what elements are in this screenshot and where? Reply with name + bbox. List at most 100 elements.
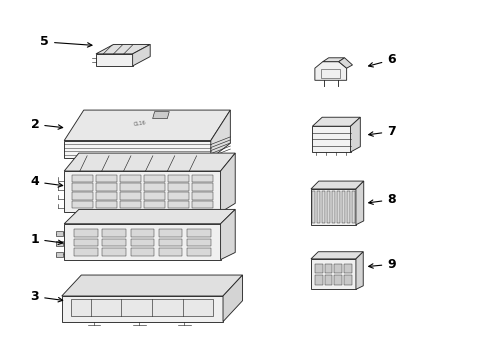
Polygon shape <box>102 239 126 246</box>
Polygon shape <box>159 239 182 246</box>
Polygon shape <box>168 175 189 182</box>
Polygon shape <box>311 181 364 189</box>
Polygon shape <box>192 175 213 182</box>
Polygon shape <box>64 224 220 260</box>
Polygon shape <box>96 201 117 208</box>
Circle shape <box>75 310 81 314</box>
Polygon shape <box>324 275 332 284</box>
Polygon shape <box>337 191 340 223</box>
Polygon shape <box>356 252 363 289</box>
Polygon shape <box>344 275 352 284</box>
Polygon shape <box>311 189 356 225</box>
Polygon shape <box>120 175 141 182</box>
Polygon shape <box>72 201 93 208</box>
Polygon shape <box>344 264 352 273</box>
Polygon shape <box>335 275 343 284</box>
Polygon shape <box>144 192 165 199</box>
Polygon shape <box>187 248 211 256</box>
Polygon shape <box>346 191 350 223</box>
Polygon shape <box>56 241 63 246</box>
Polygon shape <box>120 201 141 208</box>
Text: 6: 6 <box>368 53 396 67</box>
Text: 1: 1 <box>30 233 63 246</box>
Polygon shape <box>315 275 322 284</box>
Polygon shape <box>187 229 211 237</box>
Polygon shape <box>72 299 213 316</box>
Polygon shape <box>56 230 63 235</box>
Polygon shape <box>102 248 126 256</box>
Polygon shape <box>96 183 117 191</box>
Polygon shape <box>120 183 141 191</box>
Polygon shape <box>211 110 230 158</box>
Polygon shape <box>62 275 243 296</box>
Polygon shape <box>332 191 335 223</box>
Text: 2: 2 <box>30 118 63 131</box>
Polygon shape <box>315 264 322 273</box>
Polygon shape <box>102 229 126 237</box>
Polygon shape <box>120 192 141 199</box>
Polygon shape <box>130 229 154 237</box>
Text: 4: 4 <box>30 175 63 188</box>
Polygon shape <box>96 54 133 66</box>
Polygon shape <box>72 183 93 191</box>
Polygon shape <box>192 192 213 199</box>
Polygon shape <box>312 191 315 223</box>
Circle shape <box>201 298 207 303</box>
Polygon shape <box>311 259 356 289</box>
Polygon shape <box>339 58 352 68</box>
Circle shape <box>75 298 81 303</box>
Polygon shape <box>220 153 235 212</box>
Text: 9: 9 <box>368 258 396 271</box>
Polygon shape <box>72 175 93 182</box>
Polygon shape <box>130 239 154 246</box>
Polygon shape <box>315 62 346 80</box>
Text: 7: 7 <box>368 125 396 138</box>
Polygon shape <box>350 117 360 152</box>
Polygon shape <box>317 191 320 223</box>
Polygon shape <box>335 264 343 273</box>
Polygon shape <box>168 201 189 208</box>
Polygon shape <box>168 192 189 199</box>
Polygon shape <box>153 112 169 118</box>
Polygon shape <box>144 183 165 191</box>
Polygon shape <box>56 252 63 257</box>
Polygon shape <box>352 191 355 223</box>
Polygon shape <box>220 210 235 260</box>
Text: 3: 3 <box>30 290 63 303</box>
Polygon shape <box>223 275 243 321</box>
Polygon shape <box>64 140 211 158</box>
Polygon shape <box>74 239 98 246</box>
Polygon shape <box>133 44 150 66</box>
Polygon shape <box>159 229 182 237</box>
Polygon shape <box>313 126 350 152</box>
Polygon shape <box>342 191 345 223</box>
Polygon shape <box>74 248 98 256</box>
Polygon shape <box>187 239 211 246</box>
Polygon shape <box>311 252 363 259</box>
Polygon shape <box>168 183 189 191</box>
Polygon shape <box>144 201 165 208</box>
Text: 8: 8 <box>368 193 396 206</box>
Polygon shape <box>327 191 330 223</box>
Polygon shape <box>323 58 344 62</box>
Polygon shape <box>96 175 117 182</box>
Text: OL16: OL16 <box>133 121 147 127</box>
Polygon shape <box>64 171 220 212</box>
Polygon shape <box>62 296 223 321</box>
Polygon shape <box>324 264 332 273</box>
Polygon shape <box>144 175 165 182</box>
Text: 5: 5 <box>40 35 92 49</box>
Polygon shape <box>64 110 230 140</box>
Circle shape <box>201 310 207 314</box>
Polygon shape <box>96 44 150 54</box>
Polygon shape <box>322 191 325 223</box>
Polygon shape <box>130 248 154 256</box>
Polygon shape <box>96 192 117 199</box>
Polygon shape <box>72 192 93 199</box>
Polygon shape <box>313 117 360 126</box>
Polygon shape <box>64 210 235 224</box>
Polygon shape <box>74 229 98 237</box>
Polygon shape <box>159 248 182 256</box>
Polygon shape <box>356 181 364 225</box>
Polygon shape <box>192 201 213 208</box>
